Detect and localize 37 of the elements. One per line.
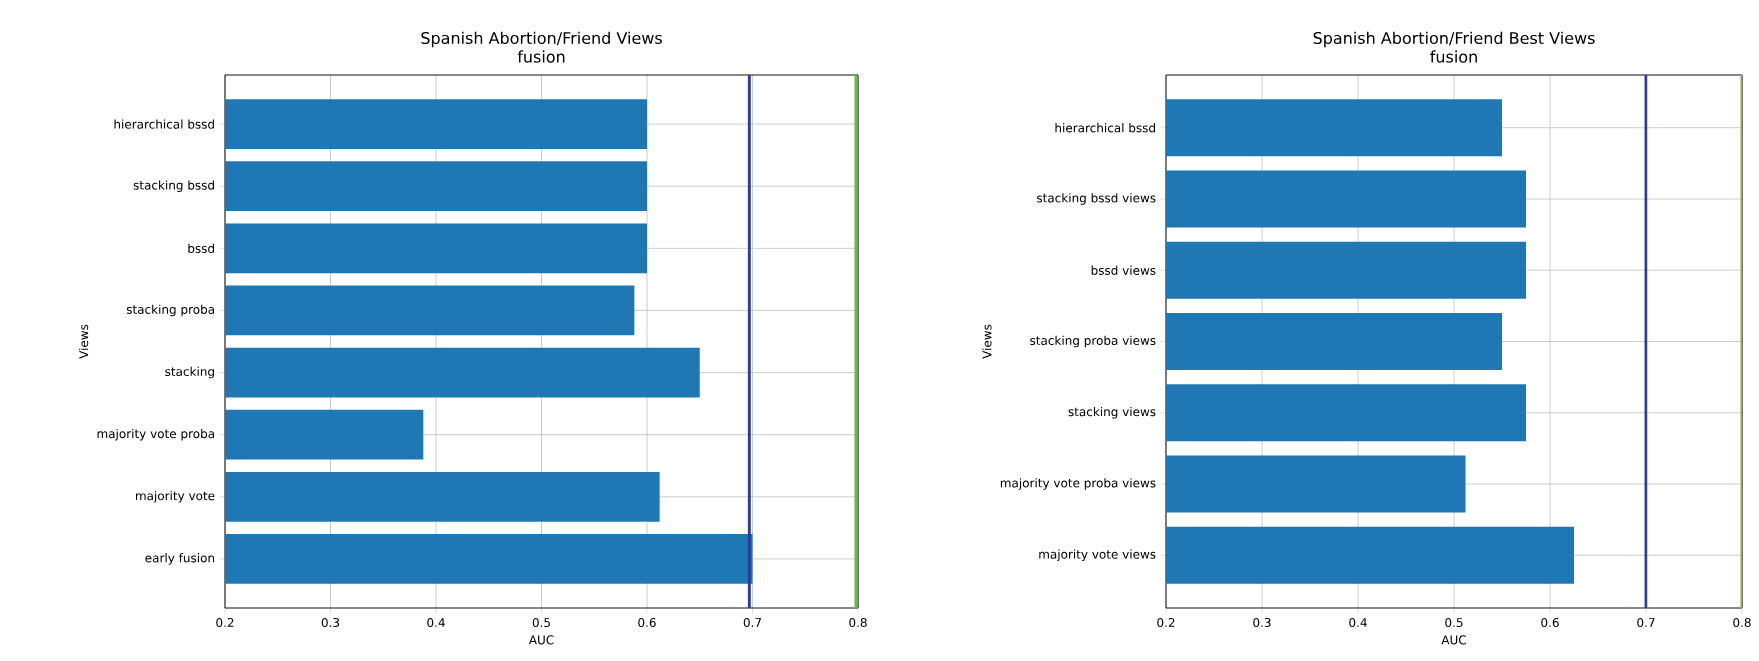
y-tick-label: stacking proba	[126, 304, 214, 317]
x-tick-label: 0.5	[532, 617, 550, 628]
x-tick-label: 0.6	[1541, 617, 1559, 628]
x-tick-label: 0.4	[1349, 617, 1367, 628]
x-tick-label: 0.5	[1445, 617, 1463, 628]
chart-title: Spanish Abortion/Friend Best Views	[1313, 31, 1595, 48]
x-tick-label: 0.3	[1253, 617, 1271, 628]
y-tick-label: bssd views	[1091, 265, 1156, 275]
y-tick-label: stacking proba views	[1030, 335, 1156, 348]
y-tick-label: stacking bssd views	[1037, 193, 1156, 205]
y-axis-title: Views	[78, 324, 89, 359]
y-tick-label: hierarchical bssd	[1055, 123, 1155, 133]
y-tick-label: majority vote views	[1039, 549, 1156, 562]
y-tick-label: early fusion	[145, 553, 215, 565]
y-tick-label: stacking views	[1068, 406, 1156, 419]
y-tick-label: majority vote	[136, 491, 215, 503]
chart-subtitle: fusion	[517, 50, 565, 63]
y-tick-label: stacking	[165, 366, 214, 379]
y-tick-label: majority vote proba	[97, 428, 214, 441]
y-tick-label: stacking bssd	[133, 180, 214, 192]
x-tick-label: 0.3	[321, 617, 340, 628]
y-axis-title: Views	[982, 324, 992, 359]
x-tick-label: 0.2	[216, 617, 234, 628]
y-tick-label: bssd	[188, 243, 214, 253]
x-axis-title: AUC	[1441, 635, 1467, 645]
x-tick-label: 0.6	[638, 617, 656, 628]
y-tick-label: hierarchical bssd	[114, 119, 214, 129]
x-tick-label: 0.8	[1733, 617, 1751, 628]
chart-title: Spanish Abortion/Friend Views	[421, 31, 662, 48]
x-tick-label: 0.4	[427, 617, 445, 628]
x-tick-label: 0.8	[849, 617, 867, 628]
chart-subtitle: fusion	[1430, 50, 1477, 63]
x-tick-label: 0.2	[1157, 617, 1175, 628]
x-tick-label: 0.7	[1637, 617, 1655, 628]
y-tick-label: majority vote proba views	[1000, 478, 1156, 490]
x-axis-title: AUC	[528, 635, 554, 645]
x-tick-label: 0.7	[743, 617, 762, 628]
